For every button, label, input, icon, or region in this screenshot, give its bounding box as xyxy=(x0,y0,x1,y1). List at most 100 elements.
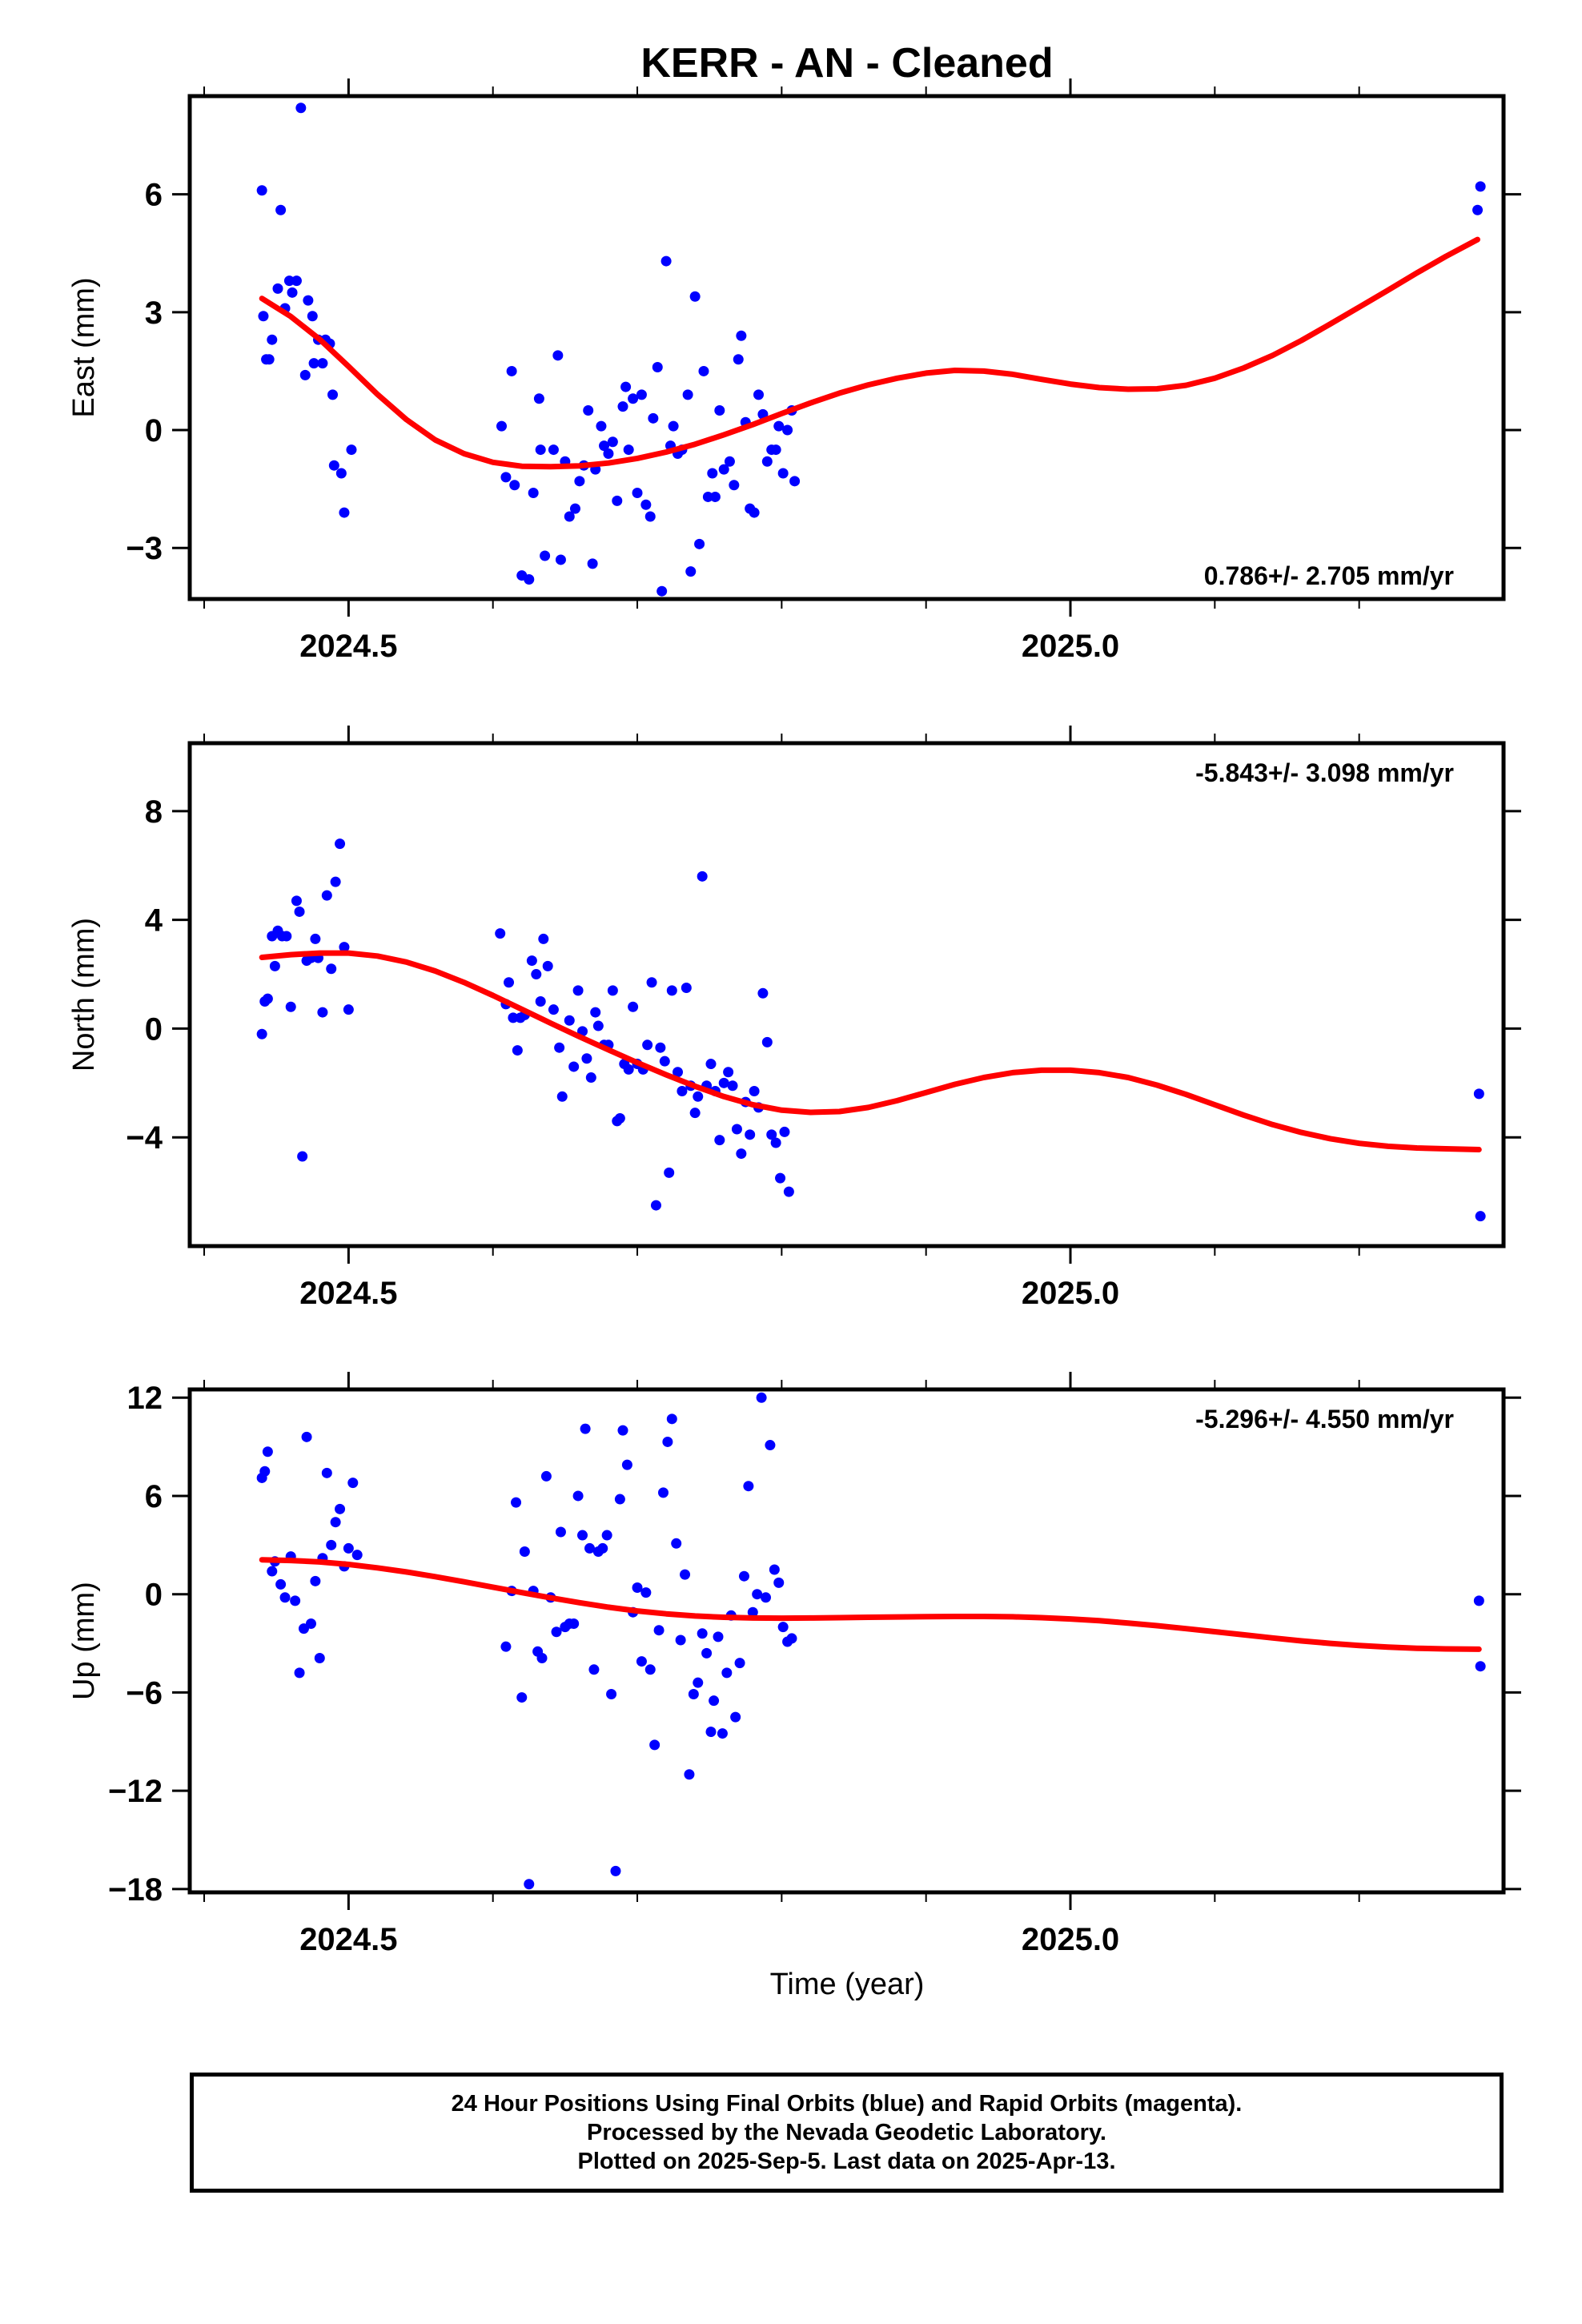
data-point-east xyxy=(682,389,693,400)
data-point-east xyxy=(652,362,663,373)
data-point-north xyxy=(294,906,305,917)
data-point-east xyxy=(714,405,725,416)
data-point-east xyxy=(709,491,721,502)
data-point-up xyxy=(262,1446,273,1458)
data-point-north xyxy=(689,1108,701,1119)
data-point-up xyxy=(519,1546,530,1558)
data-point-up xyxy=(301,1431,312,1442)
data-point-east xyxy=(308,358,319,369)
data-point-east xyxy=(258,311,269,322)
x-tick-label-north: 2024.5 xyxy=(299,1276,397,1311)
data-point-north xyxy=(646,977,657,988)
data-point-east xyxy=(496,420,508,432)
data-point-east xyxy=(736,330,747,341)
data-point-east xyxy=(569,503,580,514)
data-point-east xyxy=(648,412,659,424)
data-point-north xyxy=(590,1007,601,1018)
data-point-north xyxy=(677,1086,688,1097)
data-point-up xyxy=(644,1664,656,1675)
data-point-east xyxy=(548,444,559,456)
data-point-north xyxy=(736,1148,747,1160)
data-point-east xyxy=(287,287,298,298)
data-point-east xyxy=(339,507,350,518)
data-point-north xyxy=(628,1001,639,1012)
data-point-north xyxy=(723,1067,734,1078)
data-point-up xyxy=(576,1530,588,1541)
y-tick-label-north: 4 xyxy=(145,903,163,939)
data-point-east xyxy=(564,511,575,522)
data-point-east xyxy=(777,468,789,479)
data-point-east xyxy=(256,185,267,196)
data-point-north xyxy=(745,1129,756,1140)
data-point-north xyxy=(542,960,553,971)
data-point-up xyxy=(632,1582,643,1594)
data-point-up xyxy=(551,1626,562,1638)
footer-box: 24 Hour Positions Using Final Orbits (bl… xyxy=(190,2073,1504,2193)
fit-curve-up xyxy=(259,1557,1482,1652)
data-point-north xyxy=(749,1086,760,1097)
data-point-east xyxy=(656,585,668,597)
data-point-up xyxy=(500,1641,512,1652)
data-point-east xyxy=(770,444,781,456)
data-point-up xyxy=(321,1467,332,1478)
data-point-north xyxy=(548,1004,559,1015)
data-point-north xyxy=(556,1091,568,1102)
data-point-east xyxy=(587,558,598,569)
data-point-east xyxy=(620,381,632,392)
data-point-east xyxy=(789,476,801,487)
x-tick-label-up: 2024.5 xyxy=(299,1922,397,1957)
data-point-east xyxy=(1475,181,1486,192)
data-point-east xyxy=(583,405,594,416)
data-point-up xyxy=(275,1578,287,1590)
y-tick-label-north: 0 xyxy=(145,1011,163,1047)
x-tick-label-east: 2025.0 xyxy=(1022,629,1119,664)
fit-curve-east xyxy=(259,236,1480,470)
data-point-up xyxy=(657,1487,669,1498)
points-north xyxy=(256,838,1486,1222)
data-point-north xyxy=(526,955,537,967)
data-point-north xyxy=(310,933,321,944)
data-point-up xyxy=(662,1436,673,1447)
data-point-north xyxy=(614,1112,625,1124)
data-point-north xyxy=(508,1012,519,1023)
data-point-up xyxy=(653,1625,665,1636)
data-point-north xyxy=(623,1063,634,1075)
data-point-up xyxy=(343,1542,354,1554)
data-point-north xyxy=(581,1053,592,1064)
data-point-east xyxy=(599,440,610,452)
data-point-east xyxy=(782,424,793,436)
data-point-up xyxy=(516,1692,528,1703)
data-point-north xyxy=(531,969,542,980)
data-point-up xyxy=(640,1587,652,1598)
data-point-north xyxy=(664,1167,675,1178)
data-point-east xyxy=(291,275,302,287)
rate-label-up: -5.296+/- 4.550 mm/yr xyxy=(1195,1405,1454,1433)
data-point-east xyxy=(694,538,705,549)
data-point-north xyxy=(714,1135,725,1146)
data-point-north xyxy=(572,985,584,996)
data-point-up xyxy=(279,1592,291,1603)
data-point-north xyxy=(262,993,273,1004)
data-point-north xyxy=(285,1001,296,1012)
data-point-up xyxy=(752,1589,763,1600)
data-point-east xyxy=(702,491,713,502)
data-point-up xyxy=(601,1530,612,1541)
data-point-up xyxy=(680,1569,691,1580)
data-point-up xyxy=(310,1575,321,1586)
data-point-up xyxy=(671,1538,682,1549)
data-point-up xyxy=(734,1658,745,1669)
data-point-east xyxy=(528,488,539,499)
data-point-east xyxy=(506,365,517,376)
data-point-up xyxy=(511,1497,522,1508)
y-axis-label-up: Up (mm) xyxy=(67,1582,101,1700)
data-point-east xyxy=(275,204,287,215)
data-point-north xyxy=(783,1186,794,1197)
data-point-up xyxy=(765,1440,776,1451)
data-point-up xyxy=(697,1628,708,1639)
data-point-up xyxy=(614,1494,625,1505)
data-point-east xyxy=(718,464,729,475)
data-point-up xyxy=(555,1526,566,1538)
data-point-north xyxy=(697,870,708,882)
data-point-up xyxy=(330,1517,341,1528)
data-point-north xyxy=(731,1124,742,1135)
